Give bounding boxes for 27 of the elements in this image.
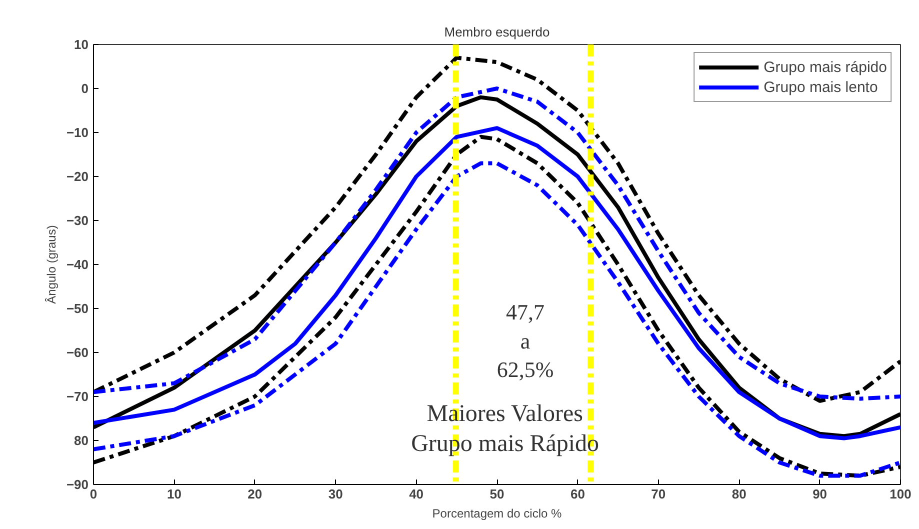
x-axis-title: Porcentagem do ciclo % [432, 506, 562, 520]
x-tick-label: 50 [490, 486, 504, 502]
y-tick-label: 10 [74, 37, 89, 52]
y-tick-label: −30 [66, 213, 89, 228]
x-tick-label: 20 [248, 486, 262, 502]
y-tick-label: 0 [81, 81, 89, 96]
x-tick-label: 10 [166, 486, 182, 502]
y-axis-title: Ângulo (graus) [44, 225, 58, 304]
y-tick-label: −40 [66, 257, 89, 272]
y-tick-label: −70 [66, 389, 89, 404]
x-tick-label: 40 [409, 486, 424, 502]
x-tick-label: 70 [651, 486, 666, 502]
x-tick-label: 30 [328, 486, 343, 502]
y-tick-label: −90 [66, 477, 89, 492]
x-tick-label: 90 [812, 486, 828, 502]
x-tick-label: 100 [890, 486, 912, 502]
chart-title: Membro esquerdo [444, 24, 550, 40]
y-tick-label: −60 [66, 345, 89, 360]
legend-label: Grupo mais rápido [764, 58, 887, 76]
legend-label: Grupo mais lento [764, 78, 878, 96]
x-tick-label: 80 [732, 486, 746, 502]
y-tick-label: 80 [74, 433, 89, 448]
y-tick-label: −20 [66, 169, 89, 184]
y-tick-label: −50 [66, 301, 89, 316]
annotation: 47,7 a 62,5% [496, 300, 554, 382]
x-tick-label: 60 [570, 486, 585, 502]
y-tick-label: −10 [66, 125, 89, 140]
